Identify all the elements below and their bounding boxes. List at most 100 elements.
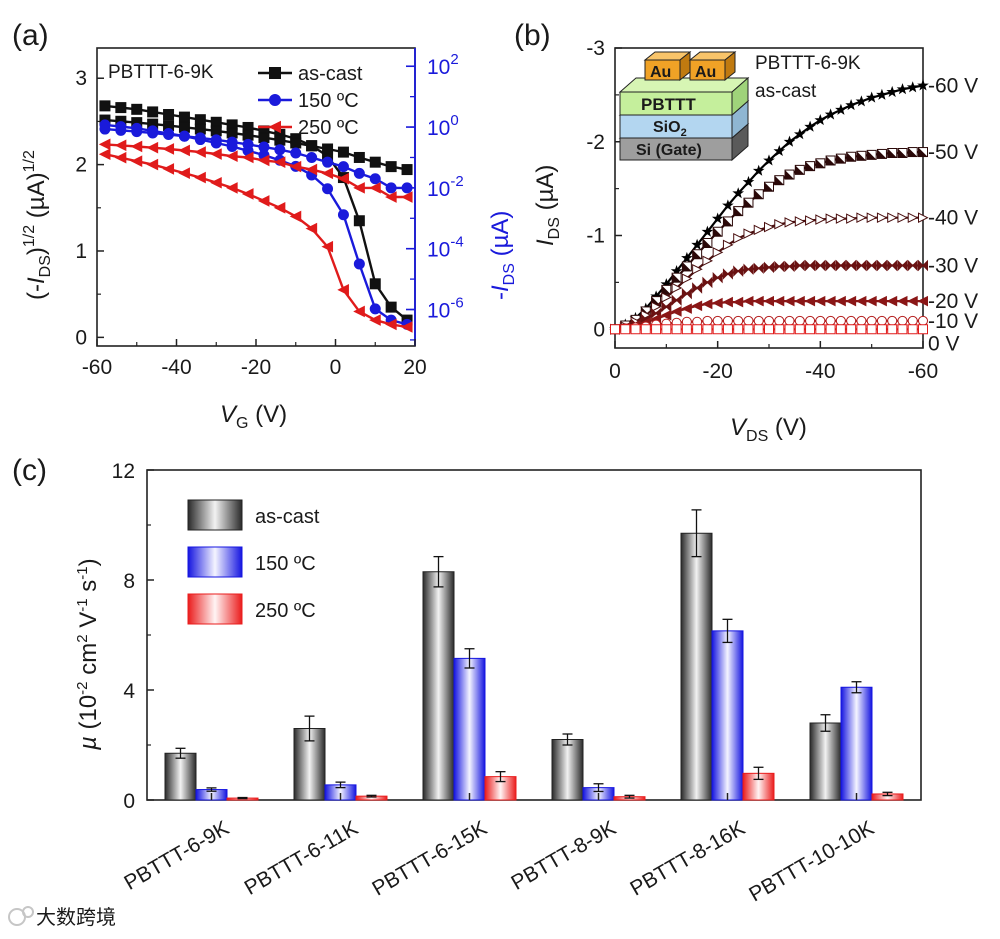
panel-b-point-6 [702,324,713,335]
panel-b-gate-label-1: -50 V [928,141,978,164]
panel-a-point-2 [337,284,349,296]
panel-c-category-label: PBTTT-8-9K [507,817,620,895]
panel-b-point-6 [712,324,723,335]
panel-b-point-6 [866,324,877,335]
panel-b-point-5 [887,315,898,326]
panel-b-point-2 [794,216,806,227]
panel-b-point-6 [835,324,846,335]
panel-b-point-0 [711,212,724,224]
panel-a-point-1 [274,144,286,156]
panel-a-point-1 [210,134,222,146]
panel-b-point-0 [876,88,888,100]
panel-b-point-2 [651,301,662,313]
panel-b-x-tick-label: -20 [702,360,732,383]
panel-c-legend-label-0: as-cast [255,506,320,528]
panel-a-point-0 [353,151,365,163]
panel-b-point-4 [804,295,816,307]
panel-a-point-2 [337,172,349,185]
panel-a-point-1 [178,130,190,142]
panel-a-label: (a) [12,19,49,52]
panel-b-point-6 [743,324,754,335]
panel-a-point-2 [226,182,238,194]
panel-b-point-5 [897,315,908,326]
panel-a-x-tick-label: -20 [241,356,271,379]
panel-a: (a) 0 1 2 3 10-6 10-4 10-2 100 102 -60 -40 -20 0 20… [12,19,518,432]
panel-b-point-5 [825,315,836,326]
panel-b-point-1 [887,148,898,158]
panel-b-point-3 [774,260,785,273]
inset-au2-side [724,50,736,82]
inset-si-label: Si (Gate) [636,142,702,159]
panel-b-point-0 [691,238,703,250]
panel-c-category-label: PBTTT-6-9K [120,817,233,895]
panel-a-point-2 [178,167,190,180]
panel-b-point-4 [896,295,908,307]
panel-a-legend-marker-0 [269,67,281,79]
panel-a-point-0 [115,102,127,114]
panel-b-point-6 [805,324,816,335]
panel-a-sqrt-line-2 [104,153,408,329]
panel-c-y-tick-label: 0 [123,790,135,813]
panel-c-legend-swatch-2 [187,593,243,625]
panel-a-left-tick-label: 2 [75,154,87,177]
panel-c-y-tick-label: 8 [123,570,135,593]
panel-b-point-4 [732,296,744,308]
panel-b-point-4 [814,295,826,307]
panel-b-point-5 [856,315,867,326]
panel-b-point-1 [712,226,723,237]
panel-c-category-label: PBTTT-8-16K [626,817,749,901]
panel-b-point-3 [764,261,774,274]
panel-a-point-1 [385,182,397,194]
panel-b-point-6 [753,324,764,335]
panel-a-point-1 [194,132,206,144]
inset-au1-label: Au [650,64,671,81]
panel-b-point-2 [876,212,888,223]
panel-a-left-tick-label: 0 [75,326,87,349]
panel-b-ylabel: IDS (µA) [532,165,563,246]
panel-b-point-6 [897,324,908,335]
panel-a-point-0 [306,140,318,152]
panel-b-point-0 [886,85,899,98]
panel-b-gate-label-5: -10 V [928,310,978,333]
panel-a-point-1 [353,258,365,270]
panel-b-label: (b) [514,19,551,52]
panel-b-point-0 [752,164,765,176]
panel-a-point-2 [369,182,381,194]
panel-b-point-4 [681,303,692,314]
panel-a-point-0 [385,301,397,313]
panel-b-point-1 [794,164,805,175]
panel-a-left-axis: 0 1 2 3 [75,67,104,349]
panel-b-point-0 [865,91,878,103]
panel-b-point-4 [773,295,785,307]
panel-a-point-0 [99,100,111,112]
panel-a-legend-label-1: 150 ºC [298,90,359,112]
panel-a-legend: as-cast 150 ºC 250 ºC [258,63,363,139]
panel-b-point-6 [661,324,672,335]
inset-au2-label: Au [695,64,716,81]
panel-b-point-2 [918,212,929,223]
panel-c-category-labels: PBTTT-6-9K PBTTT-6-11K PBTTT-6-15K PBTTT-8-… [120,793,878,906]
panel-b-point-3 [661,301,672,313]
panel-b-point-1 [661,284,672,295]
panel-a-point-2 [210,148,222,160]
panel-b-point-1 [866,149,877,160]
panel-b-point-5 [876,315,887,326]
panel-b-point-4 [794,295,805,307]
panel-b-point-1 [835,153,846,164]
panel-c-y-tick-label: 12 [112,460,135,483]
panel-b-point-1 [918,147,928,158]
panel-b-point-1 [743,197,754,208]
panel-a-right-tick-label: 10-6 [427,295,464,323]
panel-b-point-2 [774,218,785,230]
panel-b-point-2 [805,215,816,226]
panel-b-point-6 [887,324,898,335]
panel-b-point-2 [856,212,868,223]
panel-b-gate-label-3: -30 V [928,255,978,278]
panel-a-point-0 [194,114,206,126]
panel-a-right-axis: 10-6 10-4 10-2 100 102 [406,48,464,346]
panel-a-point-2 [273,201,286,214]
panel-b-point-3 [866,259,877,272]
panel-b-point-3 [876,259,887,272]
panel-b-annotation-2: as-cast [755,81,817,102]
panel-a-point-2 [385,318,397,331]
